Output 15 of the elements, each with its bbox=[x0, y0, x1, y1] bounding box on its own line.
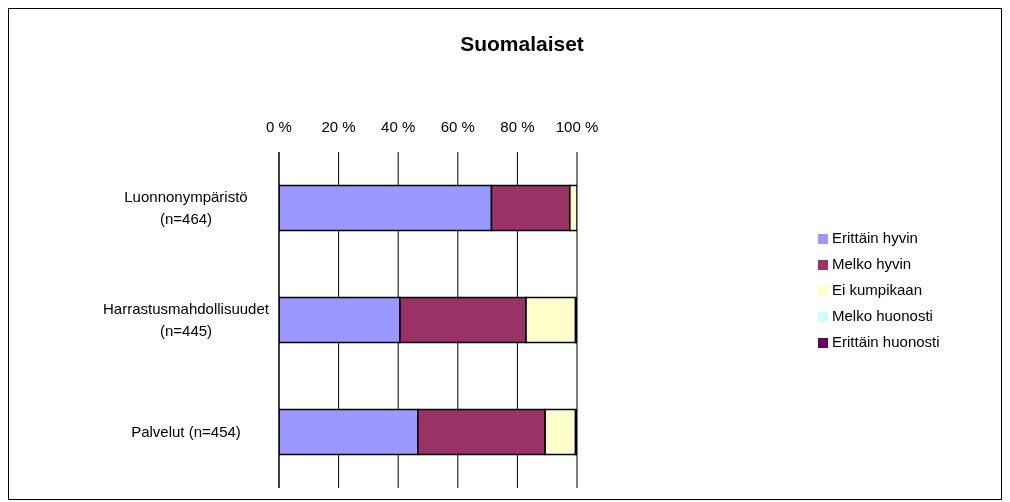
legend-label: Melko hyvin bbox=[832, 255, 912, 272]
legend-label: Erittäin huonosti bbox=[832, 333, 940, 350]
y-tick-label: Luonnonympäristö (n=464) bbox=[124, 188, 248, 227]
x-tick-label: 100 % bbox=[555, 118, 599, 135]
y-tick-label: Harrastusmahdollisuudet (n=445) bbox=[103, 300, 270, 339]
legend-label: Melko huonosti bbox=[832, 307, 933, 324]
chart-title: Suomalaiset bbox=[459, 32, 585, 56]
x-tick-label: 80 % bbox=[500, 118, 535, 135]
x-tick-label: 20 % bbox=[321, 118, 356, 135]
legend-label: Ei kumpikaan bbox=[832, 281, 923, 298]
legend-label: Erittäin hyvin bbox=[832, 229, 918, 246]
x-tick-label: 0 % bbox=[266, 118, 292, 135]
x-tick-label: 60 % bbox=[440, 118, 475, 135]
y-tick-label: Palvelut (n=454) bbox=[131, 423, 241, 440]
x-tick-label: 40 % bbox=[381, 118, 416, 135]
